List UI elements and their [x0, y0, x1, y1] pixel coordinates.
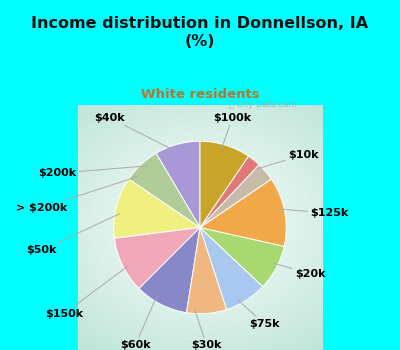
Text: $10k: $10k: [257, 150, 319, 169]
Wedge shape: [139, 228, 200, 313]
Wedge shape: [156, 141, 200, 228]
Text: ⓘ City-Data.com: ⓘ City-Data.com: [230, 100, 297, 109]
Text: $50k: $50k: [26, 214, 120, 255]
Text: $75k: $75k: [238, 300, 280, 329]
Wedge shape: [200, 164, 271, 228]
Wedge shape: [200, 228, 284, 287]
Text: Income distribution in Donnellson, IA
(%): Income distribution in Donnellson, IA (%…: [32, 16, 368, 49]
Text: > $200k: > $200k: [16, 177, 137, 213]
Text: $30k: $30k: [191, 309, 222, 350]
Text: $60k: $60k: [120, 297, 156, 350]
Text: $20k: $20k: [274, 263, 325, 279]
Wedge shape: [129, 153, 200, 228]
Wedge shape: [186, 228, 227, 314]
Wedge shape: [200, 156, 259, 228]
Wedge shape: [114, 179, 200, 238]
Text: $125k: $125k: [280, 208, 348, 218]
Wedge shape: [114, 228, 200, 288]
Text: $200k: $200k: [39, 166, 148, 178]
Wedge shape: [200, 228, 263, 309]
Text: $150k: $150k: [45, 266, 128, 318]
Wedge shape: [200, 141, 248, 228]
Wedge shape: [200, 179, 286, 246]
Text: $100k: $100k: [213, 113, 252, 148]
Text: White residents: White residents: [141, 88, 259, 101]
Text: $40k: $40k: [94, 113, 174, 150]
